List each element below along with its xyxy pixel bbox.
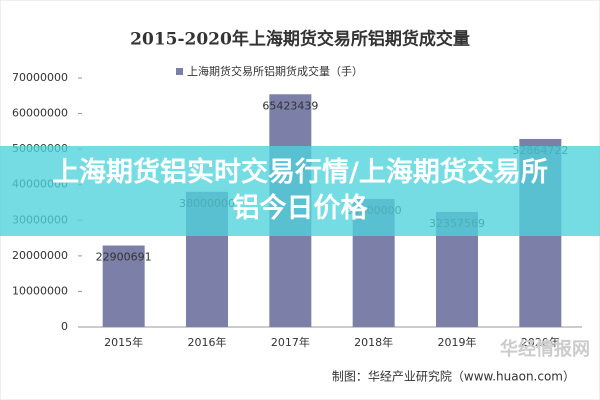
data-label: 22900691 (96, 251, 152, 264)
x-tick-label: 2015年 (104, 335, 143, 349)
legend-label: 上海期货交易所铝期货成交量（手） (187, 64, 363, 78)
y-tick-label: 20000000 (12, 249, 68, 262)
x-tick-label: 2020年 (521, 335, 560, 349)
banner: 上海期货铝实时交易行情/上海期货交易所铝今日价格 (0, 146, 600, 236)
source: 制图：华经产业研究院（www.huaon.com） (332, 369, 575, 384)
bar (102, 245, 145, 327)
y-tick-label: 0 (61, 320, 68, 333)
x-tick-label: 2018年 (354, 335, 393, 349)
x-tick-label: 2017年 (271, 335, 310, 349)
watermark: 华经情报网 (500, 338, 590, 360)
x-tick-label: 2019年 (438, 335, 477, 349)
chart-title: 2015-2020年上海期货交易所铝期货成交量 (130, 29, 470, 50)
data-label: 65423439 (262, 99, 318, 112)
legend-swatch (176, 68, 183, 75)
y-tick-label: 10000000 (12, 284, 68, 297)
y-tick-label: 60000000 (12, 107, 68, 120)
x-tick-label: 2016年 (188, 335, 227, 349)
y-tick-label: 70000000 (12, 71, 68, 84)
